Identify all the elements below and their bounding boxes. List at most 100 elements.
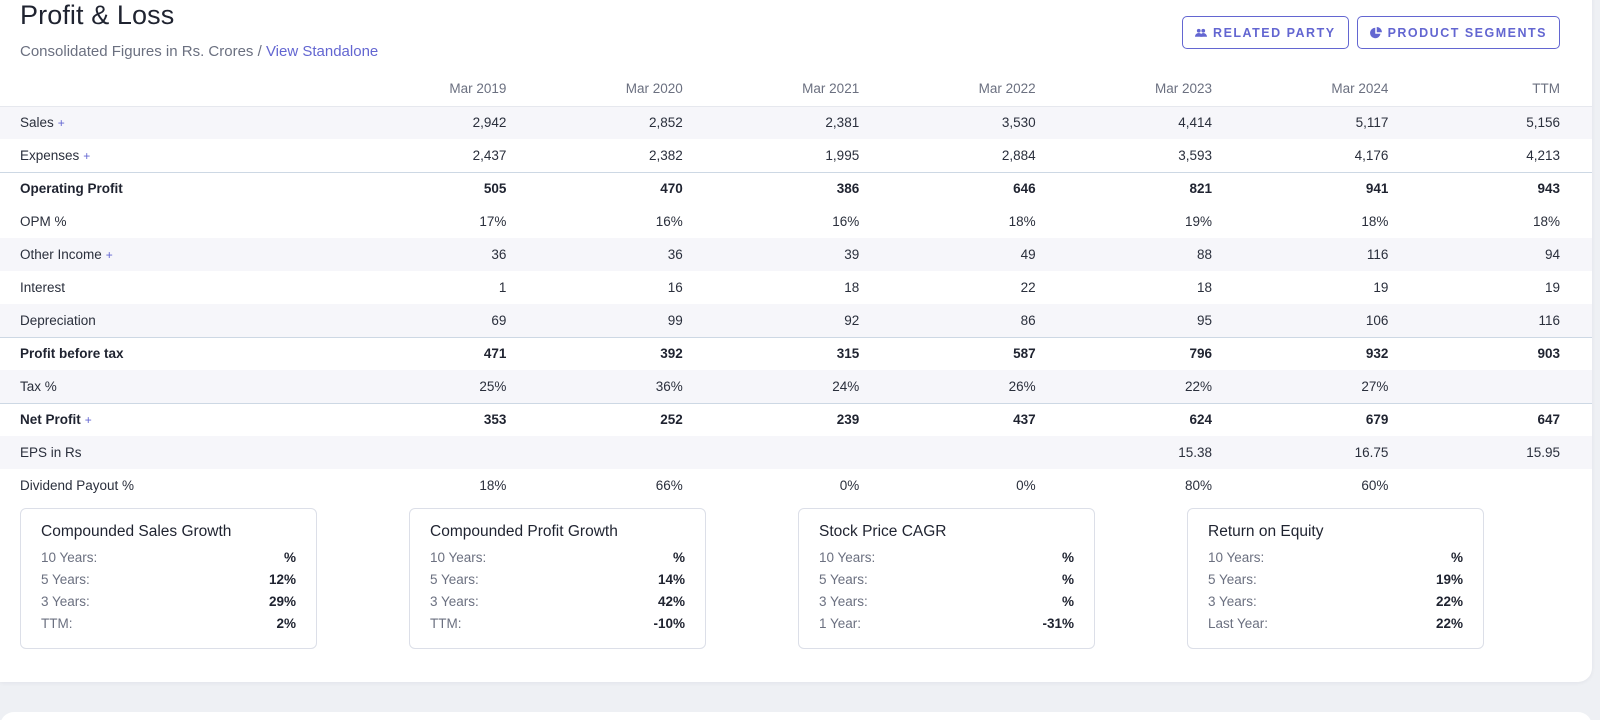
growth-value: -31% <box>1042 615 1074 631</box>
table-cell: 505 <box>330 171 507 205</box>
table-cell: 392 <box>506 336 683 370</box>
row-label-cell: Tax % <box>0 370 330 403</box>
table-row: Expenses +2,437 2,382 1,995 2,884 3,593 4,176 4… <box>0 139 1592 172</box>
table-row: Sales +2,942 2,852 2,381 3,530 4,414 5,117 5,15… <box>0 106 1592 139</box>
growth-value: 19% <box>1435 571 1463 587</box>
table-cell: 116 <box>1388 304 1592 337</box>
growth-row: 10 Years:% <box>1208 546 1463 568</box>
column-header: Mar 2023 <box>1035 72 1213 107</box>
table-cell: 86 <box>859 304 1036 337</box>
growth-box-title: Compounded Sales Growth <box>41 523 232 540</box>
next-section-card <box>0 712 1592 720</box>
row-label: Interest <box>20 280 66 295</box>
growth-period: 3 Years: <box>819 593 868 609</box>
growth-row: 5 Years: 19% <box>1208 568 1463 590</box>
subtitle-text: Consolidated Figures in Rs. Crores / <box>20 43 266 60</box>
table-cell: 95 <box>1035 304 1213 337</box>
growth-period: 10 Years: <box>1208 549 1265 565</box>
table-cell: 3,593 <box>1178 147 1213 163</box>
table-cell: 22% <box>1035 370 1213 403</box>
column-header: Mar 2022 <box>859 72 1036 107</box>
growth-period: 10 Years: <box>819 549 876 565</box>
table-cell: 99 <box>506 304 683 337</box>
header-blank <box>0 72 330 107</box>
growth-period: 5 Years: <box>41 571 90 587</box>
growth-box: Compounded Sales Growth 10 Years:% 5 Years… <box>20 508 317 649</box>
table-cell: 4,213 <box>1526 147 1560 163</box>
table-cell: 5,156 <box>1388 106 1592 139</box>
table-cell <box>1388 370 1592 403</box>
table-cell: 3,530 <box>859 106 1036 139</box>
expand-plus-icon[interactable]: + <box>83 148 91 163</box>
table-cell: 18% <box>479 478 507 493</box>
row-label: Profit before tax <box>20 346 124 362</box>
table-cell: 19% <box>1185 214 1213 229</box>
growth-box: Stock Price CAGR 10 Years:% 5 Years:% 3 Yea… <box>798 508 1095 649</box>
growth-value: % <box>1450 549 1463 565</box>
row-label: OPM % <box>20 214 67 229</box>
row-label: Tax % <box>20 378 57 394</box>
row-label-cell[interactable]: Expenses + <box>0 139 330 172</box>
table-cell: 92 <box>682 304 860 337</box>
table-cell: 36% <box>506 370 683 403</box>
table-cell: 0% <box>839 478 860 493</box>
row-label-cell[interactable]: Other Income + <box>0 238 330 271</box>
pie-chart-icon <box>1369 26 1382 38</box>
table-cell: 679 <box>1212 402 1389 436</box>
table-cell: 116 <box>1212 238 1389 271</box>
row-label: EPS in Rs <box>20 445 82 460</box>
related-party-button[interactable]: RELATED PARTY <box>1182 16 1349 49</box>
table-cell <box>859 436 1036 469</box>
growth-box: Return on Equity 10 Years:% 5 Years: 19% 3 Y… <box>1187 508 1484 649</box>
expand-plus-icon[interactable]: + <box>84 413 92 428</box>
table-cell: 470 <box>506 171 683 205</box>
growth-row: TTM: -10% <box>430 612 685 634</box>
table-cell: 903 <box>1388 336 1592 370</box>
row-label-cell[interactable]: Sales + <box>0 106 330 139</box>
growth-period: 5 Years: <box>1208 571 1257 587</box>
table-row: Dividend Payout % 18% 66% 0% 0% 80% 60% <box>0 469 1592 502</box>
page-title: Profit & Loss <box>20 0 175 30</box>
row-label: Sales <box>20 115 54 131</box>
column-header: Mar 2019 <box>330 72 507 107</box>
row-label-cell[interactable]: Net Profit + <box>0 402 330 436</box>
table-row: Operating Profit 505 470 386 646 821 941 943 <box>0 171 1592 205</box>
growth-row: 3 Years: 22% <box>1208 590 1463 612</box>
table-cell <box>330 436 507 469</box>
table-row: Interest 1 16 18 22 18 19 19 <box>0 271 1592 304</box>
product-segments-button[interactable]: PRODUCT SEGMENTS <box>1356 16 1560 49</box>
growth-period: 5 Years: <box>430 571 479 587</box>
column-header: Mar 2024 <box>1212 72 1389 107</box>
table-cell: 5,117 <box>1212 106 1389 139</box>
table-cell: 17% <box>479 214 507 229</box>
users-icon <box>1195 28 1208 37</box>
growth-section: Compounded Sales Growth 10 Years:% 5 Years… <box>20 508 1520 649</box>
table-cell: 252 <box>506 402 683 436</box>
growth-period: TTM: <box>430 615 462 631</box>
table-cell: 27% <box>1212 370 1389 403</box>
table-body: Sales +2,942 2,852 2,381 3,530 4,414 5,117 5,15… <box>0 106 1592 502</box>
growth-value: % <box>1061 571 1074 587</box>
growth-value: 14% <box>657 571 685 587</box>
growth-row: 10 Years:% <box>41 546 296 568</box>
table-header-row: Mar 2019 Mar 2020 Mar 2021 Mar 2022 Mar … <box>0 72 1592 107</box>
table-cell: 647 <box>1388 402 1592 436</box>
growth-value: 42% <box>657 593 685 609</box>
view-standalone-link[interactable]: View Standalone <box>265 43 379 60</box>
table-cell <box>1388 469 1592 502</box>
table-cell: 80% <box>1185 478 1213 493</box>
header-actions: RELATED PARTY PRODUCT SEGMENTS <box>1182 16 1560 49</box>
table-cell: 19 <box>1373 280 1389 295</box>
growth-row: 1 Year: -31% <box>819 612 1074 634</box>
column-header: Mar 2020 <box>506 72 683 107</box>
table-cell <box>506 436 683 469</box>
growth-value: 29% <box>268 593 296 609</box>
expand-plus-icon[interactable]: + <box>105 248 113 262</box>
row-label: Expenses <box>20 147 80 163</box>
growth-value: % <box>1061 549 1074 565</box>
table-cell: 1,995 <box>825 147 860 163</box>
table-cell: 18 <box>1197 280 1213 295</box>
table-cell: 39 <box>682 238 860 271</box>
table-cell: 16% <box>655 214 683 229</box>
expand-plus-icon[interactable]: + <box>57 116 65 131</box>
